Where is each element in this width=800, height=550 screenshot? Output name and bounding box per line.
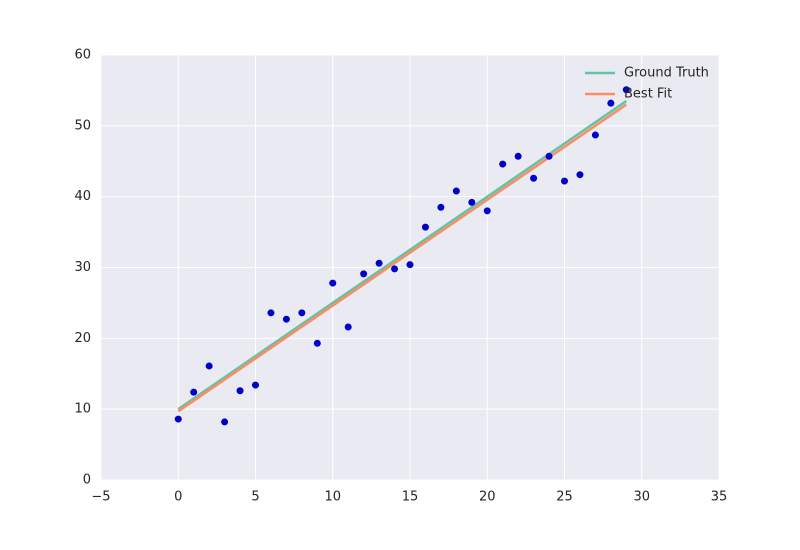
data-point — [483, 207, 491, 215]
data-point — [298, 309, 306, 317]
data-point — [561, 177, 568, 185]
data-point — [622, 86, 630, 94]
y-tick-label: 10 — [74, 402, 91, 417]
x-tick-label: 25 — [556, 490, 573, 505]
legend-label: Ground Truth — [624, 66, 709, 81]
data-point — [375, 259, 383, 267]
y-tick-label: 60 — [74, 48, 91, 63]
x-tick-label: 35 — [711, 490, 728, 505]
data-point — [499, 160, 507, 168]
data-point — [576, 171, 584, 179]
data-point — [329, 279, 337, 287]
data-point — [313, 339, 321, 347]
x-tick-label: 10 — [324, 490, 341, 505]
data-point — [221, 418, 229, 426]
data-point — [174, 415, 182, 423]
data-point — [607, 99, 615, 107]
data-point — [252, 381, 259, 389]
data-point — [452, 187, 460, 195]
data-point — [406, 261, 414, 269]
x-tick-label: 20 — [479, 490, 496, 505]
legend-label: Best Fit — [624, 87, 672, 102]
data-point — [360, 270, 368, 278]
x-tick-label: 15 — [402, 490, 419, 505]
data-point — [282, 315, 290, 323]
data-point — [545, 152, 553, 160]
y-tick-label: 30 — [74, 260, 91, 275]
data-point — [267, 309, 275, 317]
y-tick-label: 0 — [83, 473, 91, 488]
y-tick-label: 50 — [74, 118, 91, 133]
y-tick-label: 20 — [74, 331, 91, 346]
data-point — [391, 265, 399, 273]
x-tick-label: 5 — [251, 490, 259, 505]
data-point — [530, 174, 538, 182]
data-point — [514, 152, 522, 160]
data-point — [344, 323, 352, 331]
data-point — [236, 387, 244, 395]
data-point — [591, 131, 599, 139]
x-tick-label: 0 — [174, 490, 182, 505]
x-tick-label: −5 — [91, 490, 110, 505]
data-point — [437, 203, 445, 211]
data-point — [190, 388, 198, 396]
data-point — [205, 362, 213, 370]
x-tick-label: 30 — [633, 490, 650, 505]
data-point — [468, 198, 476, 206]
fit-line — [177, 100, 628, 411]
y-tick-label: 40 — [74, 189, 91, 204]
data-point — [421, 223, 429, 231]
